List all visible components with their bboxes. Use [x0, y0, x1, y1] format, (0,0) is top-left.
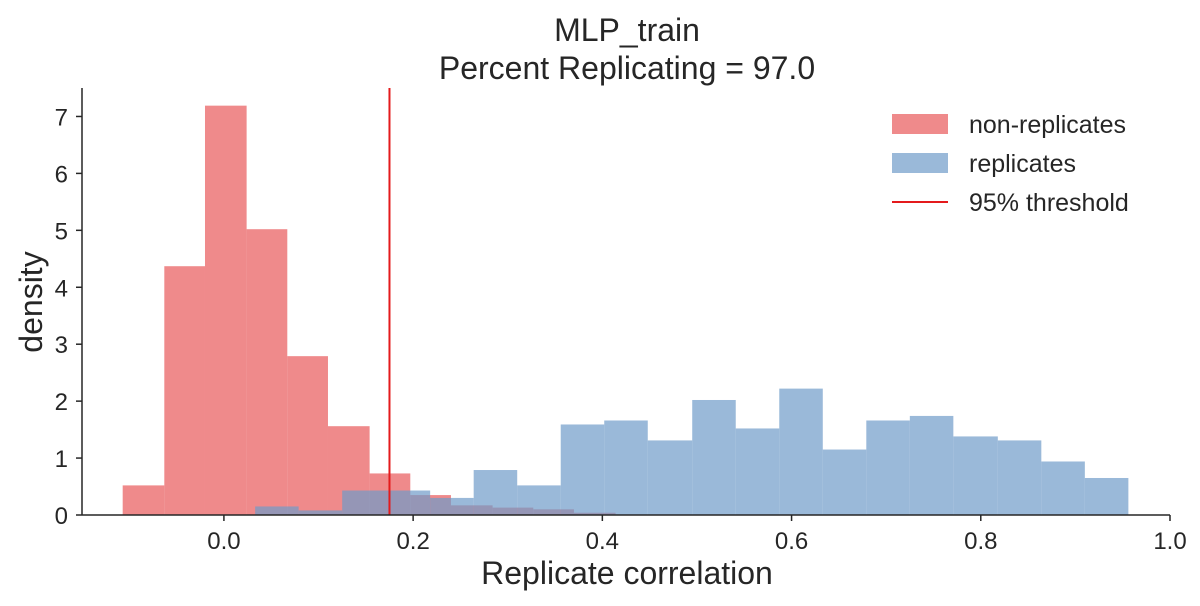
x-tick-label-5: 1.0 [1153, 528, 1186, 555]
non-replicates-bar-1 [164, 266, 205, 515]
y-tick-label-4: 4 [55, 275, 68, 302]
replicates-bar-5 [473, 470, 518, 515]
replicates-bar-1 [298, 510, 343, 515]
x-axis-ticks: 0.0 0.2 0.4 0.6 0.8 1.0 [207, 515, 1187, 555]
legend-swatch-non-replicates [892, 114, 948, 134]
legend-swatch-replicates [892, 153, 948, 173]
replicates-bar-11 [735, 428, 780, 515]
replicates-bar-17 [997, 440, 1042, 515]
legend: non-replicates replicates 95% threshold [892, 111, 1129, 217]
histogram-bars [122, 105, 1129, 516]
y-axis-label: density [13, 251, 49, 352]
x-tick-label-1: 0.2 [396, 528, 429, 555]
y-tick-label-0: 0 [55, 503, 68, 530]
non-replicates-bar-2 [204, 105, 247, 516]
replicates-bar-9 [647, 440, 693, 515]
y-tick-label-7: 7 [55, 104, 68, 131]
replicates-bar-14 [866, 420, 910, 515]
replicates-bar-4 [430, 497, 474, 515]
replicates-bar-19 [1084, 477, 1129, 515]
x-tick-label-0: 0.0 [207, 528, 240, 555]
replicates-bar-18 [1041, 461, 1085, 515]
replicates-bar-2 [342, 490, 387, 515]
replicates-bar-15 [909, 415, 954, 515]
y-tick-label-6: 6 [55, 161, 68, 188]
replicates-bar-10 [692, 399, 736, 515]
replicates-bar-12 [779, 388, 823, 515]
x-tick-label-3: 0.6 [775, 528, 808, 555]
replicates-bar-6 [517, 485, 561, 515]
non-replicates-bar-0 [122, 485, 165, 515]
replicates-bar-8 [604, 420, 648, 515]
legend-label-replicates: replicates [969, 150, 1076, 178]
replicates-bar-16 [953, 436, 998, 515]
non-replicates-bar-4 [287, 356, 328, 515]
x-tick-label-4: 0.8 [964, 528, 997, 555]
x-tick-label-2: 0.4 [586, 528, 619, 555]
x-axis-label: Replicate correlation [481, 555, 773, 591]
replicates-bar-13 [822, 449, 867, 515]
replicates-bar-7 [560, 424, 605, 515]
replicates-bar-0 [255, 506, 299, 515]
y-tick-label-5: 5 [55, 218, 68, 245]
y-tick-label-3: 3 [55, 332, 68, 359]
y-tick-label-2: 2 [55, 389, 68, 416]
legend-label-non-replicates: non-replicates [969, 111, 1126, 139]
legend-label-threshold: 95% threshold [969, 189, 1129, 217]
replicates-bar-3 [386, 490, 431, 515]
non-replicates-bar-3 [246, 229, 288, 515]
y-tick-label-1: 1 [55, 446, 68, 473]
chart-title: MLP_train [554, 12, 700, 48]
chart-subtitle: Percent Replicating = 97.0 [439, 50, 815, 86]
y-axis-ticks: 0 1 2 3 4 5 6 7 [55, 104, 82, 530]
